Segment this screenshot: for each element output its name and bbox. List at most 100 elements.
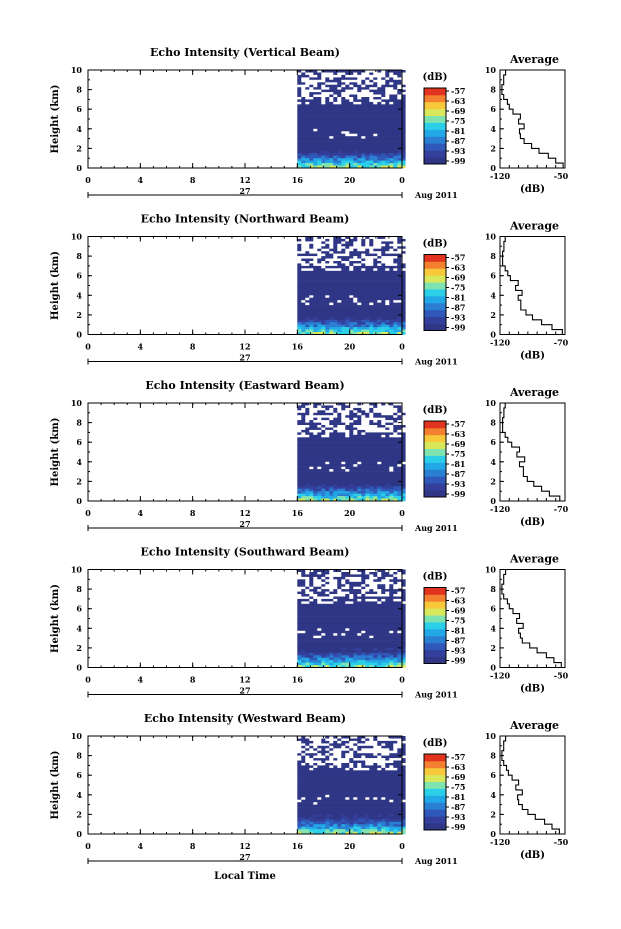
heatmap-cell: [305, 145, 310, 149]
heatmap-cell: [321, 645, 326, 649]
heatmap-cell: [401, 106, 406, 110]
heatmap-cell: [337, 128, 342, 132]
heatmap-cell: [369, 163, 374, 166]
heatmap-cell: [333, 412, 338, 416]
heatmap-cell: [369, 165, 374, 169]
heatmap-cell: [313, 476, 318, 480]
heatmap-cell: [357, 317, 362, 321]
heatmap-cell: [385, 287, 390, 291]
heatmap-cell: [389, 611, 394, 614]
heatmap-cell: [297, 131, 302, 135]
heatmap-cell: [317, 425, 322, 428]
heatmap-cell: [393, 300, 398, 303]
heatmap-cell: [325, 630, 330, 634]
heatmap-cell: [309, 572, 314, 575]
heatmap-cell: [373, 657, 378, 661]
heatmap-cell: [313, 481, 318, 485]
heatmap-cell: [397, 589, 402, 592]
heatmap-cell: [321, 287, 326, 291]
heatmap-cell: [353, 305, 358, 308]
heatmap-cell: [365, 625, 370, 629]
heatmap-cell: [313, 483, 318, 487]
heatmap-cell: [329, 493, 334, 497]
heatmap-cell: [373, 292, 378, 296]
heatmap-cell: [349, 295, 354, 299]
heatmap-cell: [393, 114, 398, 117]
heatmap-cell: [329, 302, 334, 306]
heatmap-cell: [357, 415, 362, 418]
heatmap-cell: [353, 616, 358, 619]
heatmap-cell: [321, 158, 326, 161]
heatmap-cell: [393, 584, 398, 587]
heatmap-cell: [301, 72, 306, 76]
heatmap-cell: [381, 74, 386, 78]
heatmap-cell: [393, 104, 398, 108]
colorbar: (dB)-57-63-69-75-81-87-93-99: [423, 239, 466, 333]
heatmap-cell: [309, 486, 314, 490]
heatmap-cell: [385, 324, 390, 328]
heatmap-cell: [313, 280, 318, 284]
heatmap-cell: [373, 265, 378, 269]
heatmap-cell: [357, 425, 362, 428]
heatmap-cell: [401, 265, 406, 269]
heatmap-cell: [389, 317, 394, 321]
heatmap-cell: [349, 598, 354, 602]
heatmap-cell: [317, 322, 322, 325]
heatmap-cell: [321, 72, 326, 76]
heatmap-cell: [349, 635, 354, 639]
panel-1: Echo Intensity (Vertical Beam)0246810Hei…: [50, 46, 569, 200]
heatmap-cell: [309, 163, 314, 166]
x-tick-label: 4: [138, 342, 144, 352]
heatmap-cell: [301, 158, 306, 161]
heatmap-cell: [341, 251, 346, 254]
heatmap-cell: [321, 491, 326, 494]
heatmap-cell: [401, 248, 406, 252]
heatmap-cell: [393, 243, 398, 247]
heatmap-cell: [377, 628, 382, 632]
heatmap-cell: [385, 474, 390, 477]
heatmap-cell: [385, 444, 390, 448]
profile-title: Average: [509, 220, 559, 233]
heatmap-cell: [333, 275, 338, 279]
heatmap-cell: [321, 469, 326, 472]
y-tick-label: 6: [76, 604, 82, 614]
heatmap-cell: [301, 119, 306, 122]
heatmap-cell: [389, 126, 394, 130]
heatmap-cell: [313, 579, 318, 583]
heatmap-cell: [373, 322, 378, 325]
heatmap-cell: [321, 584, 326, 587]
heatmap-cell: [305, 251, 310, 254]
heatmap-cell: [317, 302, 322, 306]
heatmap-cell: [369, 131, 374, 135]
heatmap-cell: [325, 403, 330, 406]
heatmap-cell: [377, 449, 382, 453]
heatmap-cell: [365, 660, 370, 663]
heatmap-cell: [373, 89, 378, 93]
heatmap-cell: [301, 87, 306, 90]
heatmap-cell: [313, 586, 318, 590]
heatmap-cell: [397, 138, 402, 142]
heatmap-cell: [373, 586, 378, 590]
heatmap-cell: [313, 160, 318, 164]
heatmap-cell: [393, 295, 398, 299]
heatmap-cell: [341, 483, 346, 487]
heatmap-cell: [337, 444, 342, 448]
heatmap-cell: [329, 420, 334, 423]
heatmap-cell: [333, 270, 338, 274]
heatmap-cell: [353, 652, 358, 656]
heatmap-cell: [309, 459, 314, 463]
heatmap-cell: [313, 72, 318, 76]
heatmap-cell: [313, 655, 318, 659]
heatmap-cell: [345, 72, 350, 76]
heatmap-cell: [369, 628, 374, 632]
heatmap-cell: [301, 633, 306, 636]
heatmap-cell: [305, 447, 310, 450]
heatmap-cell: [337, 324, 342, 328]
heatmap-cell: [381, 79, 386, 83]
heatmap-cell: [301, 434, 306, 438]
heatmap-cell: [345, 79, 350, 83]
heatmap-cell: [385, 410, 390, 414]
heatmap-cell: [385, 295, 390, 299]
heatmap-cell: [333, 121, 338, 125]
heatmap-cell: [397, 439, 402, 443]
